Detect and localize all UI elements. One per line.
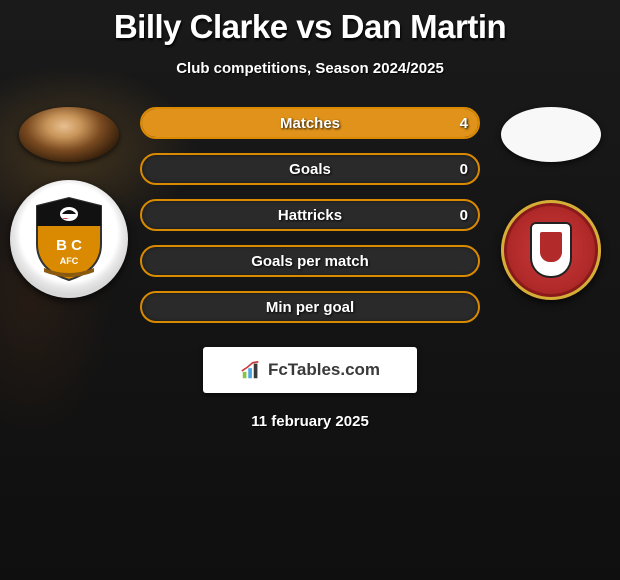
- stat-bar-label: Hattricks: [278, 207, 342, 224]
- stat-bar: Goals per match: [140, 245, 480, 277]
- stat-bar-value-left: 0: [460, 207, 468, 224]
- bar-chart-icon: [240, 359, 262, 381]
- stat-bar-label: Matches: [280, 115, 340, 132]
- stat-bar: Matches 4: [140, 107, 480, 139]
- club-crest-right: [501, 200, 601, 300]
- svg-text:B C: B C: [56, 237, 82, 254]
- source-logo-text: FcTables.com: [268, 360, 380, 380]
- player-left-column: B C AFC: [9, 107, 129, 298]
- svg-text:AFC: AFC: [60, 256, 79, 266]
- stat-bar-label: Goals: [289, 161, 331, 178]
- stat-bar-label: Min per goal: [266, 299, 354, 316]
- stat-bars: Matches 4 Goals 0 Hattricks 0 Goals per match M…: [140, 107, 480, 337]
- stats-zone: B C AFC Matches 4 Goals 0 Hattricks 0 Goals pe…: [0, 107, 620, 337]
- stat-bar-value-left: 0: [460, 161, 468, 178]
- source-logo: FcTables.com: [203, 347, 417, 393]
- crest-inner-icon: [532, 224, 570, 276]
- shield-icon: B C AFC: [32, 196, 106, 282]
- page-title: Billy Clarke vs Dan Martin: [0, 0, 620, 46]
- player-left-photo: [19, 107, 119, 162]
- club-crest-left: B C AFC: [10, 180, 128, 298]
- stat-bar: Goals 0: [140, 153, 480, 185]
- stat-bar: Min per goal: [140, 291, 480, 323]
- date-label: 11 february 2025: [0, 413, 620, 430]
- infographic: Billy Clarke vs Dan Martin Club competit…: [0, 0, 620, 430]
- stat-bar-label: Goals per match: [251, 253, 369, 270]
- player-right-column: [491, 107, 611, 300]
- player-right-photo: [501, 107, 601, 162]
- stat-bar: Hattricks 0: [140, 199, 480, 231]
- stat-bar-value-left: 4: [460, 115, 468, 132]
- subtitle: Club competitions, Season 2024/2025: [0, 60, 620, 77]
